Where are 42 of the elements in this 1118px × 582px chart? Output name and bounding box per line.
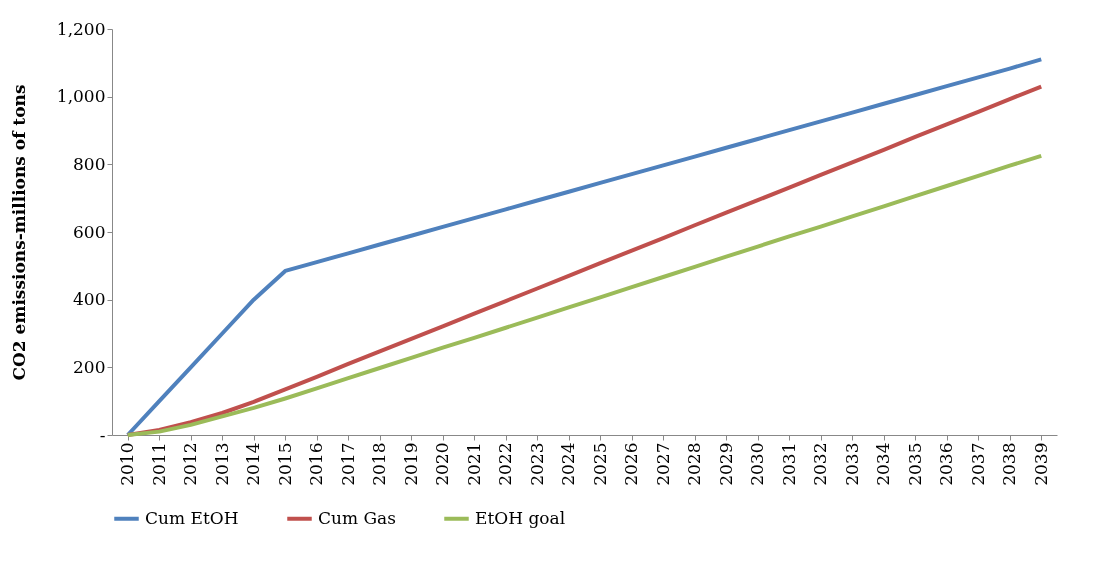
x-tick-label: 2025 bbox=[589, 442, 610, 486]
x-tick-label: 2028 bbox=[684, 442, 705, 486]
legend-label: EtOH goal bbox=[475, 507, 566, 528]
y-tick-label: 200 bbox=[73, 356, 106, 377]
y-tick-label: - bbox=[99, 424, 106, 445]
x-tick-label: 2012 bbox=[180, 442, 201, 486]
x-tick-label: 2032 bbox=[810, 442, 831, 486]
x-tick-label: 2033 bbox=[841, 442, 862, 486]
x-tick-label: 2024 bbox=[558, 442, 579, 486]
x-tick-label: 2026 bbox=[621, 442, 642, 486]
x-tick-label: 2034 bbox=[873, 442, 894, 486]
x-tick-label: 2014 bbox=[243, 442, 264, 486]
x-tick-label: 2016 bbox=[306, 442, 327, 486]
y-tick-label: 1,200 bbox=[56, 18, 106, 39]
x-tick-label: 2018 bbox=[369, 442, 390, 486]
y-tick-label: 600 bbox=[73, 221, 106, 242]
x-tick-label: 2019 bbox=[400, 442, 421, 486]
x-tick-label: 2013 bbox=[211, 442, 232, 486]
x-tick-label: 2037 bbox=[967, 442, 988, 486]
x-tick-label: 2031 bbox=[778, 442, 799, 486]
x-tick-label: 2039 bbox=[1030, 442, 1051, 486]
x-tick-label: 2011 bbox=[148, 442, 169, 486]
x-tick-label: 2038 bbox=[999, 442, 1020, 486]
y-tick-label: 800 bbox=[73, 153, 106, 174]
x-tick-label: 2036 bbox=[936, 442, 957, 486]
x-tick-label: 2030 bbox=[747, 442, 768, 486]
x-tick-label: 2029 bbox=[715, 442, 736, 486]
x-tick-label: 2017 bbox=[337, 442, 358, 486]
x-tick-label: 2027 bbox=[652, 442, 673, 486]
x-tick-label: 2023 bbox=[526, 442, 547, 486]
x-tick-label: 2035 bbox=[904, 442, 925, 486]
legend-label: Cum EtOH bbox=[145, 507, 239, 528]
x-tick-label: 2022 bbox=[495, 442, 516, 486]
y-axis-title: CO2 emissions-millions of tons bbox=[8, 84, 29, 381]
legend-label: Cum Gas bbox=[318, 507, 396, 528]
x-tick-label: 2021 bbox=[463, 442, 484, 486]
x-tick-label: 2010 bbox=[117, 442, 138, 486]
x-tick-label: 2020 bbox=[432, 442, 453, 486]
x-tick-label: 2015 bbox=[274, 442, 295, 486]
y-tick-label: 1,000 bbox=[56, 86, 106, 107]
y-tick-label: 400 bbox=[73, 289, 106, 310]
line-series bbox=[125, 153, 1044, 437]
